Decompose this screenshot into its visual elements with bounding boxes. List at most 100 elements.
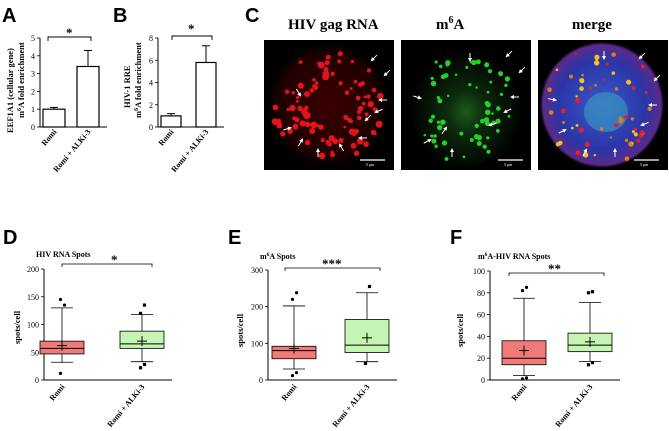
merge-spot bbox=[555, 142, 561, 147]
red-spot bbox=[375, 120, 383, 128]
green-spot bbox=[444, 156, 449, 161]
green-spot bbox=[436, 120, 441, 124]
outlier-point bbox=[138, 366, 143, 370]
arrow-head bbox=[613, 148, 617, 152]
red-spot bbox=[316, 124, 320, 128]
red-spot bbox=[354, 128, 359, 134]
y-tick-label: 4 bbox=[31, 52, 35, 61]
red-spot bbox=[310, 121, 318, 129]
panel-d-boxes bbox=[39, 297, 165, 375]
panel-f-letter: F bbox=[450, 227, 462, 249]
green-spot bbox=[486, 136, 490, 140]
category-label: Romi + ALKi-3 bbox=[52, 128, 93, 174]
panel-a-sig-bracket bbox=[47, 36, 92, 41]
green-spot bbox=[491, 112, 494, 115]
y-tick-label: 100 bbox=[473, 267, 485, 276]
y-tick-label: 0 bbox=[35, 376, 39, 385]
red-spot bbox=[304, 91, 310, 98]
y-tick-label: 80 bbox=[477, 289, 485, 298]
category-label: Romi bbox=[157, 127, 176, 148]
panel-d-sig-bracket bbox=[61, 263, 153, 267]
green-spot bbox=[476, 141, 482, 146]
merge-spot bbox=[636, 138, 641, 143]
y-tick-label: 0 bbox=[149, 123, 153, 132]
red-spot bbox=[304, 139, 311, 146]
panel-b-letter: B bbox=[113, 5, 127, 27]
panel-e-axes: 0 100 200 300 bbox=[251, 266, 397, 385]
red-spot bbox=[305, 121, 311, 128]
merge-spot bbox=[578, 127, 584, 133]
micrograph-merge bbox=[538, 40, 668, 170]
red-spot bbox=[325, 139, 331, 145]
red-spot bbox=[328, 135, 335, 142]
panel-f-significance: ** bbox=[548, 261, 561, 276]
arrow-head bbox=[488, 122, 493, 127]
outlier-point bbox=[520, 289, 525, 293]
arrow-head bbox=[427, 139, 432, 143]
y-tick-label: 2 bbox=[31, 87, 35, 96]
panel-d-title: HIV RNA Spots bbox=[36, 250, 91, 259]
green-spot bbox=[504, 76, 510, 82]
green-spot bbox=[469, 137, 474, 143]
bar bbox=[42, 108, 66, 128]
merge-spot bbox=[605, 62, 609, 66]
merge-spot bbox=[618, 116, 622, 120]
merge-spot bbox=[614, 123, 619, 128]
arrow-head bbox=[297, 92, 302, 97]
panel-e-significance: *** bbox=[322, 256, 342, 271]
red-spot bbox=[349, 119, 354, 124]
red-spot bbox=[286, 107, 290, 112]
panel-c: C HIV gag RNA m6A merge 5 μm 5 μm bbox=[245, 5, 668, 170]
green-spot bbox=[434, 60, 438, 64]
red-spot bbox=[289, 104, 296, 112]
red-spot bbox=[337, 51, 343, 57]
red-spot bbox=[353, 150, 360, 157]
red-spot bbox=[364, 112, 369, 117]
merge-spot bbox=[623, 114, 628, 119]
panel-d-categories: Romi Romi + ALKi-3 bbox=[48, 382, 147, 429]
merge-spot bbox=[633, 132, 638, 137]
red-spot bbox=[303, 106, 309, 111]
arrow-head bbox=[583, 148, 587, 153]
arrow-head bbox=[602, 56, 606, 60]
panel-d-letter: D bbox=[3, 227, 17, 249]
scale-bar-1: 5 μm bbox=[360, 159, 385, 167]
red-spot bbox=[318, 152, 326, 160]
category-label: Romi bbox=[280, 382, 299, 403]
merge-spot bbox=[569, 74, 574, 79]
green-spot bbox=[454, 73, 458, 76]
red-spot bbox=[271, 118, 279, 126]
outlier-point bbox=[524, 285, 529, 289]
red-spot bbox=[292, 123, 299, 130]
arrow-head bbox=[638, 55, 643, 60]
red-spot bbox=[309, 88, 315, 93]
y-tick-label: 0 bbox=[481, 376, 485, 385]
arrow-head bbox=[358, 136, 362, 140]
green-spot bbox=[486, 90, 490, 94]
red-spot bbox=[276, 122, 283, 129]
red-spot bbox=[296, 95, 300, 100]
panel-b-ylabel-line2: m6A fold enrichment bbox=[133, 42, 143, 118]
arrow-head bbox=[468, 58, 472, 62]
outlier-point bbox=[367, 284, 372, 289]
red-spot bbox=[298, 60, 303, 65]
green-spot bbox=[446, 94, 450, 98]
merge-spot bbox=[579, 77, 585, 84]
arrow-head bbox=[450, 148, 454, 152]
arrow-head bbox=[562, 129, 567, 133]
red-spot bbox=[350, 142, 357, 149]
merge-spot bbox=[599, 127, 604, 131]
red-spot bbox=[366, 94, 371, 99]
merge-spot bbox=[574, 52, 577, 55]
red-spot bbox=[299, 120, 306, 127]
panel-d: D HIV RNA Spots spots/cell 050100150200 … bbox=[3, 227, 172, 429]
merge-spot bbox=[644, 90, 648, 95]
green-spot bbox=[480, 118, 485, 124]
red-spot bbox=[312, 77, 316, 82]
red-spot bbox=[272, 104, 279, 111]
merge-spot bbox=[631, 86, 636, 91]
category-label: Romi + ALKi-3 bbox=[170, 128, 211, 174]
merge-spot bbox=[562, 121, 566, 124]
panel-e-boxes bbox=[271, 284, 390, 378]
red-spot bbox=[322, 70, 330, 78]
